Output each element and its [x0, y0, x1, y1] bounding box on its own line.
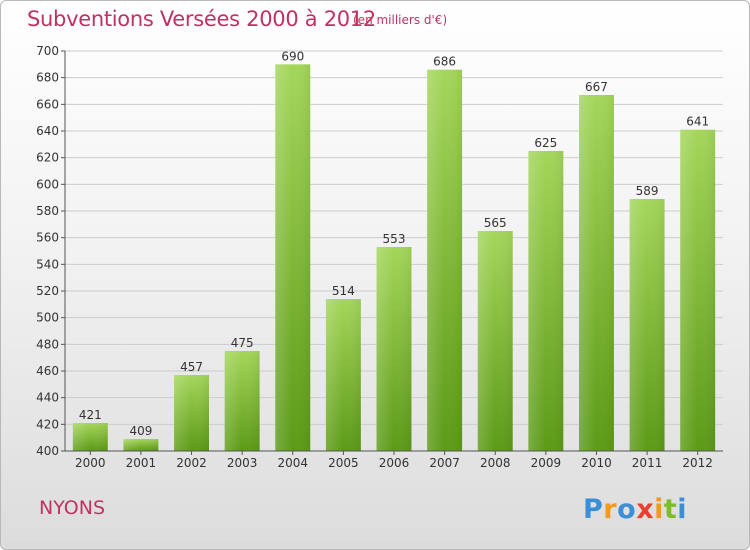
data-label: 457 — [180, 360, 203, 374]
bar-highlight — [578, 95, 614, 451]
chart-title: Subventions Versées 2000 à 2012 — [27, 7, 376, 31]
data-label: 409 — [129, 424, 152, 438]
bar-highlight — [629, 199, 665, 451]
x-tick-label: 2003 — [227, 456, 258, 470]
proxiti-logo: Proxiti — [583, 494, 687, 525]
x-tick-label: 2001 — [126, 456, 157, 470]
svg-text:Proxiti: Proxiti — [583, 494, 687, 525]
data-label: 589 — [636, 184, 659, 198]
bar-highlight — [72, 423, 108, 451]
chart-subtitle: (en milliers d'€) — [353, 13, 448, 27]
bar-highlight — [680, 129, 716, 451]
x-tick-label: 2004 — [277, 456, 308, 470]
data-label: 553 — [383, 232, 406, 246]
y-tick-label: 680 — [36, 71, 59, 85]
data-label: 686 — [433, 55, 456, 69]
y-tick-label: 480 — [36, 337, 59, 351]
bar-highlight — [427, 69, 463, 452]
x-tick-label: 2008 — [480, 456, 511, 470]
x-tick-label: 2011 — [632, 456, 663, 470]
data-label: 421 — [79, 408, 102, 422]
y-tick-label: 640 — [36, 124, 59, 138]
bar-highlight — [325, 299, 361, 451]
bar-highlight — [528, 151, 564, 451]
x-tick-label: 2000 — [75, 456, 106, 470]
bar-highlight — [477, 231, 513, 451]
bar-highlight — [275, 64, 311, 452]
data-label: 625 — [534, 136, 557, 150]
x-tick-label: 2005 — [328, 456, 359, 470]
y-tick-label: 620 — [36, 151, 59, 165]
data-label: 475 — [231, 336, 254, 350]
bar-highlight — [224, 351, 260, 451]
y-tick-label: 420 — [36, 417, 59, 431]
data-label: 565 — [484, 216, 507, 230]
bar-highlight — [174, 375, 210, 451]
data-label: 690 — [281, 49, 304, 63]
y-tick-label: 600 — [36, 177, 59, 191]
x-tick-label: 2007 — [429, 456, 460, 470]
bar-highlight — [376, 247, 412, 451]
bar-highlight — [123, 439, 159, 451]
x-tick-label: 2002 — [176, 456, 207, 470]
y-tick-label: 560 — [36, 231, 59, 245]
data-label: 641 — [686, 115, 709, 129]
y-tick-label: 500 — [36, 311, 59, 325]
x-tick-label: 2009 — [531, 456, 562, 470]
place-name: NYONS — [39, 497, 106, 519]
y-tick-label: 700 — [36, 44, 59, 58]
y-tick-label: 660 — [36, 97, 59, 111]
y-tick-label: 400 — [36, 444, 59, 458]
y-tick-label: 520 — [36, 284, 59, 298]
x-tick-label: 2012 — [682, 456, 713, 470]
y-tick-label: 540 — [36, 257, 59, 271]
x-tick-label: 2010 — [581, 456, 612, 470]
y-tick-label: 440 — [36, 391, 59, 405]
data-label: 667 — [585, 80, 608, 94]
y-tick-label: 460 — [36, 364, 59, 378]
y-tick-label: 580 — [36, 204, 59, 218]
data-label: 514 — [332, 284, 355, 298]
x-tick-label: 2006 — [379, 456, 410, 470]
